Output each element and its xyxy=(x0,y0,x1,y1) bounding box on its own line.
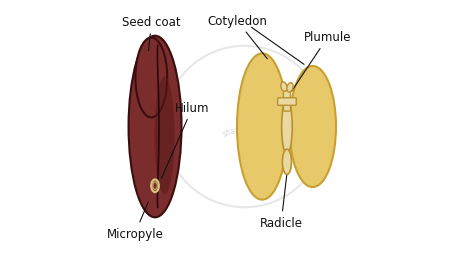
Ellipse shape xyxy=(287,83,293,93)
FancyBboxPatch shape xyxy=(278,98,296,106)
Text: Seed coat: Seed coat xyxy=(122,16,181,51)
FancyBboxPatch shape xyxy=(283,91,291,112)
Ellipse shape xyxy=(283,150,292,175)
Ellipse shape xyxy=(128,37,182,217)
Text: Radicle: Radicle xyxy=(260,164,302,229)
Ellipse shape xyxy=(136,38,167,118)
Ellipse shape xyxy=(282,99,292,155)
Text: Cotyledon: Cotyledon xyxy=(207,15,267,59)
Ellipse shape xyxy=(237,54,287,200)
Ellipse shape xyxy=(281,83,287,92)
Text: shaalaa.com: shaalaa.com xyxy=(221,115,270,139)
Ellipse shape xyxy=(155,77,174,195)
Text: Plumule: Plumule xyxy=(292,31,352,92)
Ellipse shape xyxy=(289,67,336,187)
Text: Micropyle: Micropyle xyxy=(106,202,163,240)
Text: Hilum: Hilum xyxy=(162,102,210,179)
